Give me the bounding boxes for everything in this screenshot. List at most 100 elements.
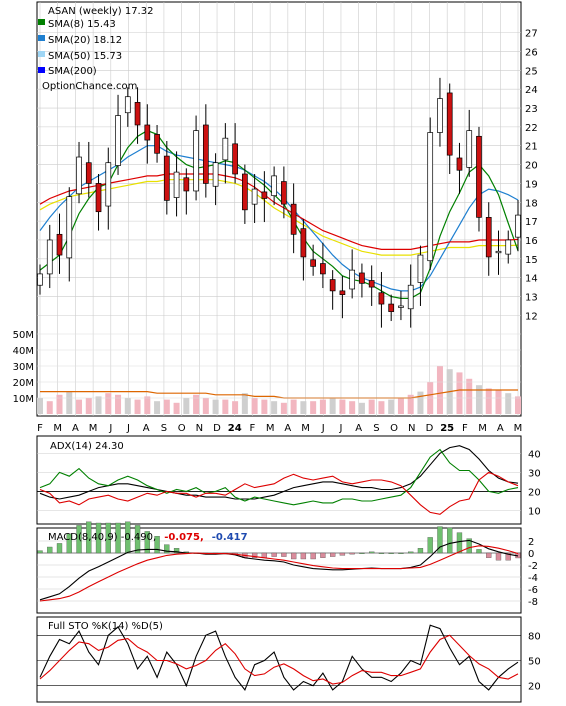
- candle-body: [242, 173, 248, 211]
- candle-body: [271, 175, 277, 197]
- adx-series-line: [39, 471, 519, 515]
- volume-bar: [37, 398, 43, 414]
- candle-body: [261, 191, 268, 199]
- candle-body: [95, 183, 102, 213]
- volume-bar: [154, 401, 161, 414]
- x-axis-label: F: [250, 423, 256, 434]
- candle-body: [202, 124, 209, 184]
- candle-body: [368, 280, 375, 288]
- volume-bar: [144, 396, 151, 414]
- volume-tick-label: 40M: [13, 346, 34, 357]
- volume-tick-label: 10M: [13, 394, 34, 405]
- macd-histogram-bar: [310, 552, 316, 560]
- macd-histogram-bar: [86, 521, 92, 554]
- price-tick-label: 21: [525, 142, 538, 153]
- x-axis-label: N: [196, 423, 203, 434]
- volume-bar: [212, 399, 219, 414]
- macd-histogram-bar: [349, 552, 355, 555]
- volume-bar: [319, 399, 326, 414]
- legend-sma8: SMA(8) 15.43: [48, 19, 116, 30]
- price-tick-label: 15: [525, 255, 538, 266]
- price-tick-label: 18: [525, 198, 538, 209]
- candle-body: [446, 92, 453, 156]
- volume-bar: [515, 396, 521, 414]
- macd-hist-value: -0.417: [212, 532, 248, 543]
- macd-tick-label: 2: [528, 537, 534, 548]
- x-axis-label: J: [126, 423, 130, 434]
- macd-histogram-bar: [154, 536, 160, 554]
- macd-histogram-bar: [134, 525, 141, 554]
- macd-tick-label: -4: [528, 573, 538, 584]
- macd-histogram-bar: [37, 550, 43, 554]
- x-axis-label: M: [89, 423, 98, 434]
- volume-bar: [173, 402, 180, 414]
- price-tick-label: 26: [525, 47, 538, 58]
- macd-histogram-bar: [290, 552, 297, 560]
- candle-body: [320, 263, 326, 275]
- candle-body: [485, 217, 492, 258]
- volume-bar: [310, 401, 317, 414]
- x-axis-label: F: [37, 423, 43, 434]
- volume-bar: [466, 378, 473, 414]
- candle-body: [163, 155, 170, 201]
- macd-series-line: [39, 539, 519, 601]
- volume-bar: [300, 401, 307, 414]
- macd-histogram-bar: [56, 543, 63, 554]
- macd-histogram-bar: [115, 522, 121, 554]
- candle-body: [290, 203, 297, 235]
- sto-tick-label: 20: [528, 682, 541, 693]
- macd-histogram-bar: [495, 552, 502, 561]
- candle-body: [134, 102, 141, 126]
- x-axis-label: M: [266, 423, 275, 434]
- volume-bar: [329, 398, 336, 414]
- macd-histogram-bar: [144, 531, 150, 554]
- volume-bar: [388, 399, 395, 414]
- macd-histogram-bar: [476, 549, 482, 554]
- x-axis-label: A: [355, 423, 362, 434]
- macd-tick-label: -8: [528, 597, 538, 608]
- candle-body: [124, 96, 131, 114]
- candle-body: [85, 162, 92, 184]
- volume-bar: [349, 401, 356, 414]
- macd-histogram-bar: [271, 552, 277, 557]
- volume-tick-label: 20M: [13, 378, 34, 389]
- adx-tick-label: 20: [528, 487, 541, 498]
- candle-body: [417, 254, 424, 283]
- macd-histogram-bar: [417, 548, 424, 554]
- macd-histogram-bar: [66, 533, 72, 554]
- price-tick-label: 12: [525, 311, 538, 322]
- candle-body: [437, 98, 443, 133]
- x-axis-label: D: [426, 423, 434, 434]
- volume-bar: [485, 388, 492, 414]
- candle-body: [76, 156, 82, 195]
- volume-bar: [339, 399, 346, 414]
- macd-histogram-bar: [486, 552, 492, 558]
- volume-bar: [368, 399, 375, 414]
- adx-series-line: [39, 445, 519, 500]
- candle-body: [56, 233, 63, 256]
- volume-bar: [115, 394, 122, 414]
- volume-bar: [193, 394, 200, 414]
- price-tick-label: 19: [525, 179, 538, 190]
- volume-bar: [105, 393, 112, 414]
- volume-bar: [456, 372, 463, 414]
- macd-histogram-bar: [300, 552, 307, 560]
- macd-histogram-bar: [437, 526, 443, 554]
- price-tick-label: 14: [525, 274, 538, 285]
- sto-series-line: [39, 624, 519, 692]
- sma50-line: [39, 179, 519, 256]
- x-axis-label: M: [53, 423, 62, 434]
- volume-bar: [134, 399, 141, 414]
- volume-bar: [290, 399, 297, 414]
- adx-series-line: [39, 448, 519, 506]
- candle-body: [105, 162, 112, 207]
- legend-sma200: SMA(200): [48, 66, 97, 77]
- sto-panel: [36, 616, 522, 703]
- volume-bar: [95, 396, 102, 414]
- volume-bar: [76, 399, 83, 414]
- volume-tick-label: 50M: [13, 330, 34, 341]
- price-title: ASAN (weekly) 17.32: [48, 6, 153, 17]
- x-axis-label: A: [284, 423, 291, 434]
- macd-histogram-bar: [251, 552, 258, 558]
